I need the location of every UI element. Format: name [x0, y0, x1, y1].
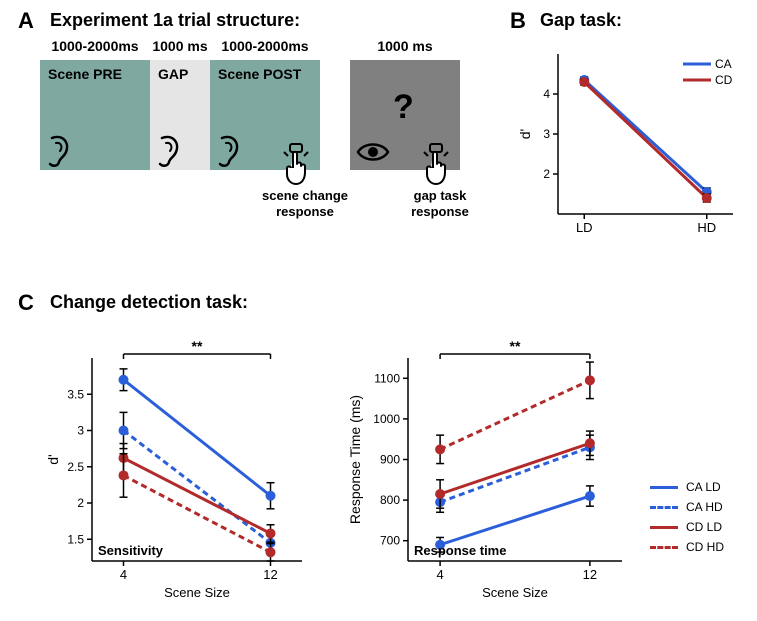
svg-text:900: 900 — [380, 453, 400, 467]
svg-text:CA: CA — [715, 57, 732, 71]
svg-text:**: ** — [192, 338, 203, 354]
question-mark: ? — [393, 88, 414, 127]
svg-text:800: 800 — [380, 493, 400, 507]
legend-item: CA LD — [650, 480, 724, 494]
gap-task-response-label: gap taskresponse — [395, 188, 485, 219]
legend-item: CA HD — [650, 500, 724, 514]
legend-label: CA LD — [686, 480, 721, 494]
legend-label: CD HD — [686, 540, 724, 554]
svg-text:d': d' — [517, 129, 533, 139]
duration-label: 1000 ms — [150, 38, 210, 54]
svg-text:700: 700 — [380, 534, 400, 548]
duration-label: 1000-2000ms — [210, 38, 320, 54]
svg-text:4: 4 — [543, 87, 550, 101]
svg-text:HD: HD — [697, 220, 716, 235]
svg-text:2: 2 — [543, 167, 550, 181]
gap-task-chart: 2 3 4 LD HD d' CA CD — [510, 40, 745, 250]
svg-text:12: 12 — [583, 567, 597, 582]
pointer-icon — [280, 142, 312, 182]
scene-change-response-label: scene changeresponse — [250, 188, 360, 219]
panel-a-title: Experiment 1a trial structure: — [50, 10, 300, 31]
svg-text:12: 12 — [263, 567, 277, 582]
svg-text:2.5: 2.5 — [67, 460, 84, 474]
panel-b-title: Gap task: — [540, 10, 622, 31]
svg-text:3: 3 — [77, 424, 84, 438]
duration-label: 1000 ms — [350, 38, 460, 54]
svg-text:d': d' — [45, 454, 61, 464]
legend-label: CA HD — [686, 500, 723, 514]
ear-icon — [44, 134, 72, 168]
svg-text:1.5: 1.5 — [67, 532, 84, 546]
legend-item: CD LD — [650, 520, 724, 534]
duration-label: 1000-2000ms — [40, 38, 150, 54]
legend-item: CD HD — [650, 540, 724, 554]
svg-text:Scene Size: Scene Size — [164, 585, 230, 600]
svg-text:3: 3 — [543, 127, 550, 141]
ear-icon — [154, 134, 182, 168]
svg-text:2: 2 — [77, 496, 84, 510]
svg-text:1000: 1000 — [373, 412, 400, 426]
svg-text:1100: 1100 — [374, 371, 400, 385]
svg-text:Response Time (ms): Response Time (ms) — [347, 395, 363, 524]
svg-text:**: ** — [510, 338, 521, 354]
panel-b-label: B — [510, 8, 526, 34]
svg-text:4: 4 — [120, 567, 127, 582]
ear-icon — [214, 134, 242, 168]
pointer-icon — [420, 142, 452, 182]
svg-text:Response time: Response time — [414, 543, 506, 558]
panel-c-legend: CA LD CA HD CD LD CD HD — [650, 480, 724, 560]
svg-text:CD: CD — [715, 73, 733, 87]
svg-text:4: 4 — [436, 567, 443, 582]
response-time-chart: 700 800 900 1000 1100 4 12 Response Time (ms) Sc… — [340, 330, 640, 605]
legend-swatch — [650, 546, 678, 549]
svg-text:3.5: 3.5 — [67, 387, 84, 401]
panel-a-label: A — [18, 8, 34, 34]
svg-text:LD: LD — [576, 220, 593, 235]
sensitivity-chart: 1.5 2 2.5 3 3.5 4 12 d' Scene Size ** Sensitivity — [40, 330, 320, 605]
panel-c-label: C — [18, 290, 34, 316]
svg-text:Sensitivity: Sensitivity — [98, 543, 164, 558]
legend-swatch — [650, 506, 678, 509]
eye-icon — [356, 140, 390, 164]
panel-c-title: Change detection task: — [50, 292, 248, 313]
legend-label: CD LD — [686, 520, 722, 534]
legend-swatch — [650, 526, 678, 529]
legend-swatch — [650, 486, 678, 489]
svg-text:Scene Size: Scene Size — [482, 585, 548, 600]
